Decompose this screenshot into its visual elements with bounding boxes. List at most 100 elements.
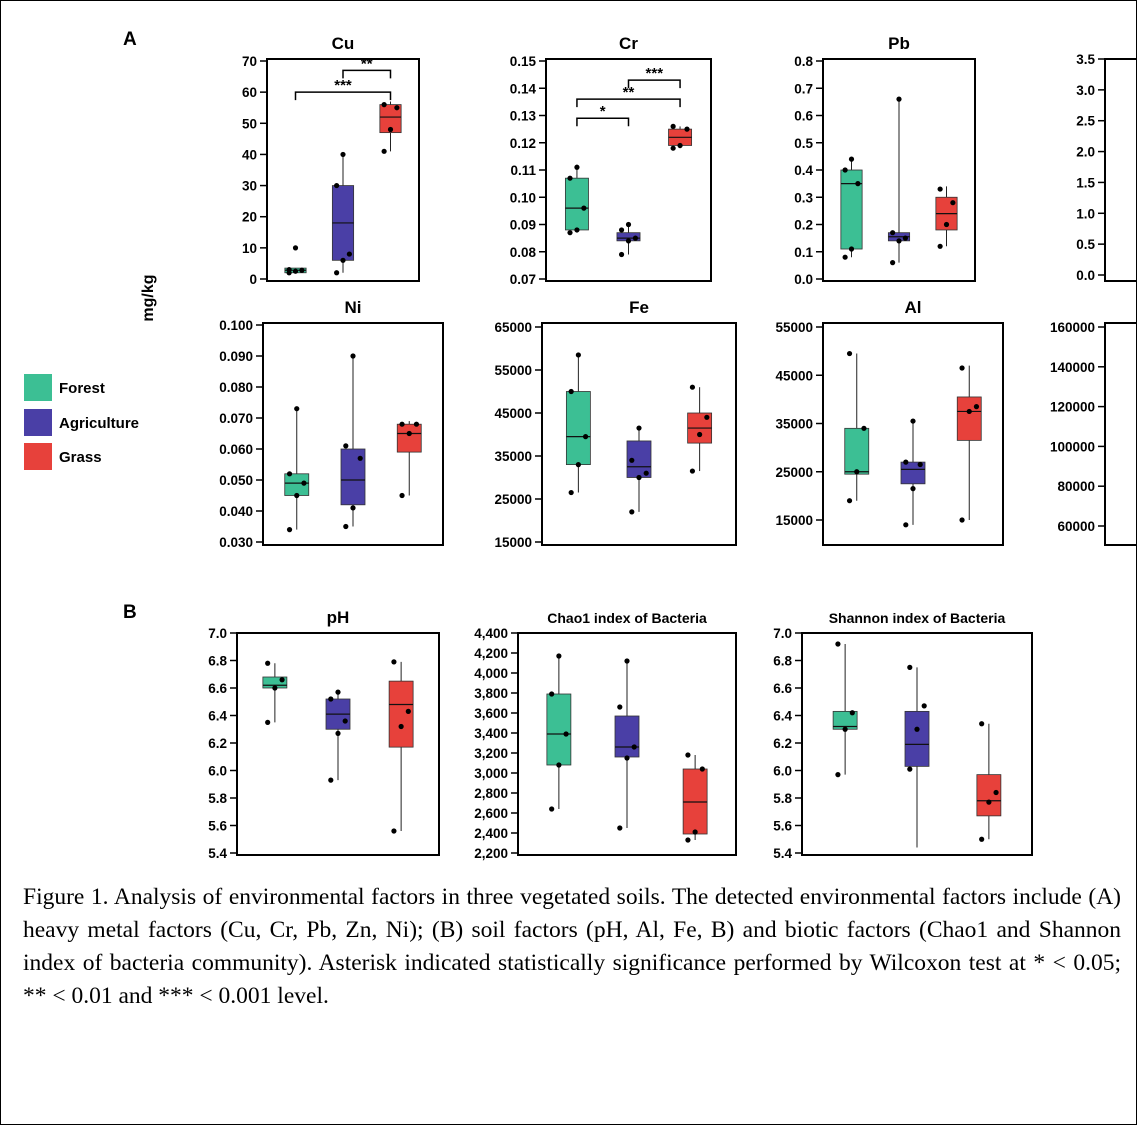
- box-body: [904, 710, 930, 767]
- data-point: [350, 505, 356, 511]
- y-tick-label: 55000: [775, 320, 813, 335]
- data-point: [399, 421, 405, 427]
- y-tick-label: 70: [242, 54, 257, 69]
- y-tick-label: 6.2: [208, 736, 227, 751]
- data-point: [986, 799, 992, 805]
- significance-label: ***: [334, 77, 352, 94]
- data-point: [979, 721, 985, 727]
- data-point: [903, 459, 909, 465]
- plot-frame: [266, 58, 420, 282]
- data-point: [413, 421, 420, 427]
- y-tick-label: 3,000: [474, 766, 508, 781]
- data-point: [391, 659, 397, 665]
- data-point: [670, 123, 676, 129]
- data-point: [979, 836, 985, 842]
- data-point: [890, 230, 896, 236]
- bracket-line: [576, 117, 630, 127]
- data-point: [617, 825, 623, 831]
- data-point: [294, 492, 300, 499]
- data-point: [387, 126, 394, 133]
- box-body: [546, 693, 572, 766]
- y-tick-label: 0.2: [794, 218, 813, 233]
- box-forest: [840, 156, 863, 260]
- data-point: [629, 457, 635, 463]
- data-point: [631, 744, 637, 750]
- data-point: [391, 828, 397, 834]
- y-tick-label: 160000: [1050, 320, 1095, 335]
- y-tick-label: 15000: [775, 513, 813, 528]
- data-point: [340, 257, 346, 263]
- data-point: [556, 653, 562, 659]
- box-body: [976, 774, 1002, 817]
- chart-ph: pH 5.4 5.6 5.8 6.0 6.2 6.4 6.6 6.8 7.0: [208, 608, 440, 861]
- data-point: [950, 200, 956, 206]
- box-forest: [844, 350, 870, 504]
- data-point: [636, 425, 642, 431]
- plot-frame: [1104, 322, 1136, 546]
- y-tick-label: 1.0: [1076, 206, 1095, 221]
- y-tick-label: 80000: [1057, 479, 1095, 494]
- data-point: [689, 384, 696, 390]
- data-point: [842, 167, 848, 173]
- y-tick-label: 30: [242, 179, 257, 194]
- data-point: [294, 406, 300, 412]
- data-point: [549, 691, 555, 697]
- y-tick-label: 0.11: [510, 163, 536, 178]
- box-body: [379, 104, 402, 134]
- data-point: [406, 430, 412, 437]
- box-agriculture: [900, 418, 926, 528]
- box-grass: [668, 123, 693, 151]
- data-point: [910, 486, 916, 492]
- y-tick-label: 0: [249, 272, 257, 287]
- y-tick-label: 0.09: [510, 218, 536, 233]
- data-point: [902, 235, 908, 241]
- chart-chao1: Chao1 index of Bacteria 2,200 2,400 2,600 2,…: [474, 610, 737, 861]
- data-point: [556, 762, 562, 768]
- data-point: [286, 267, 292, 273]
- significance-label: **: [623, 84, 635, 101]
- y-tick-label: 6.4: [208, 709, 227, 724]
- data-point: [581, 205, 587, 211]
- legend-label-grass: Grass: [59, 449, 102, 466]
- data-point: [966, 408, 972, 415]
- box-forest: [284, 245, 307, 276]
- box-forest: [546, 653, 572, 812]
- data-point: [301, 480, 307, 486]
- y-tick-label: 7.0: [208, 626, 227, 641]
- box-forest: [565, 352, 591, 496]
- data-point: [848, 156, 855, 162]
- bracket-line: [294, 91, 392, 101]
- data-point: [279, 677, 285, 683]
- data-point: [636, 474, 642, 481]
- box-grass: [396, 421, 422, 499]
- data-point: [574, 227, 580, 233]
- data-point: [861, 425, 867, 431]
- chart-title: Cu: [332, 34, 355, 53]
- data-point: [299, 267, 305, 273]
- plot-frame: [801, 632, 1033, 856]
- y-tick-label: 7.0: [773, 626, 792, 641]
- data-point: [937, 243, 943, 249]
- data-point: [625, 238, 632, 244]
- y-tick-label: 3,800: [474, 686, 508, 701]
- data-point: [632, 235, 639, 241]
- data-point: [685, 837, 691, 843]
- box-body: [564, 177, 589, 231]
- y-tick-label: 6.8: [208, 654, 227, 669]
- box-agriculture: [904, 664, 930, 848]
- chart-ni: Ni 0.030 0.040 0.050 0.060 0.070 0.080 0.090 0.1…: [219, 298, 444, 550]
- bracket-line: [627, 79, 681, 89]
- data-point: [357, 455, 363, 461]
- y-tick-label: 0.070: [219, 411, 253, 426]
- y-tick-label: 3,600: [474, 706, 508, 721]
- y-tick-label: 0.08: [510, 245, 537, 260]
- chart-cr: Cr0.070.080.090.100.110.120.130.140.15**…: [510, 34, 712, 287]
- significance-bracket: *: [576, 103, 630, 127]
- data-point: [973, 404, 980, 410]
- y-tick-label: 0.040: [219, 504, 253, 519]
- chart-pb: Pb 0.0 0.1 0.2 0.3 0.4 0.5 0.6 0.7 0.8: [794, 34, 976, 287]
- y-tick-label: 0.12: [510, 136, 536, 151]
- data-point: [670, 145, 676, 151]
- y-tick-label: 140000: [1050, 360, 1095, 375]
